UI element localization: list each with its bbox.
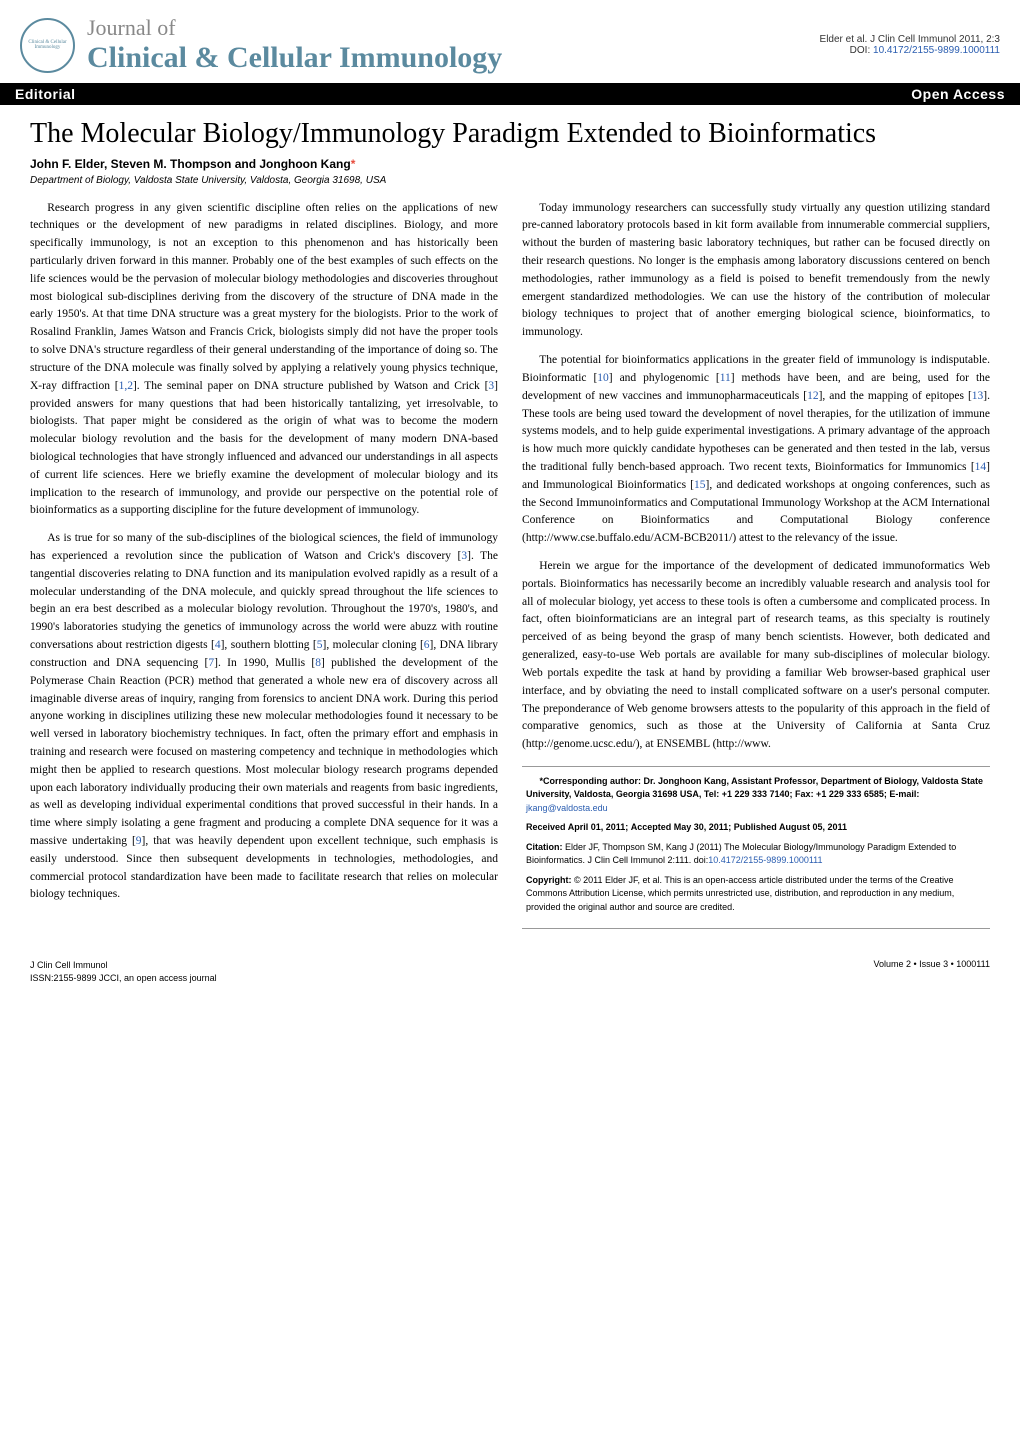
corresponding-mark: * (351, 157, 356, 171)
journal-logo: Clinical & Cellular Immunology (20, 18, 75, 73)
header-citation-block: Elder et al. J Clin Cell Immunol 2011, 2… (820, 34, 1000, 56)
authors-line: John F. Elder, Steven M. Thompson and Jo… (30, 157, 990, 171)
body-columns: Research progress in any given scientifi… (30, 200, 990, 930)
copyright-label: Copyright: (526, 875, 574, 885)
authors-names: John F. Elder, Steven M. Thompson and Jo… (30, 157, 351, 171)
doi-label: DOI: (850, 45, 873, 56)
journal-main-title: Clinical & Cellular Immunology (87, 41, 820, 75)
article-citation: Citation: Elder JF, Thompson SM, Kang J … (526, 841, 986, 868)
body-paragraph: Research progress in any given scientifi… (30, 200, 498, 521)
article-title: The Molecular Biology/Immunology Paradig… (30, 117, 990, 151)
page-footer: J Clin Cell Immunol ISSN:2155-9899 JCCI,… (0, 949, 1020, 1004)
copyright-text: © 2011 Elder JF, et al. This is an open-… (526, 875, 954, 912)
corresponding-author: *Corresponding author: Dr. Jonghoon Kang… (526, 775, 986, 816)
footer-volume-issue: Volume 2 • Issue 3 • 1000111 (873, 959, 990, 984)
journal-title-block: Journal of Clinical & Cellular Immunolog… (87, 15, 820, 75)
article-type-label: Editorial (15, 86, 76, 102)
corresponding-email[interactable]: jkang@valdosta.edu (526, 803, 608, 813)
article-dates: Received April 01, 2011; Accepted May 30… (526, 821, 986, 835)
article-copyright: Copyright: © 2011 Elder JF, et al. This … (526, 874, 986, 915)
citation-label: Citation: (526, 842, 565, 852)
header-doi: DOI: 10.4172/2155-9899.1000111 (820, 45, 1000, 56)
body-paragraph: As is true for so many of the sub-discip… (30, 530, 498, 904)
citation-doi[interactable]: 10.4172/2155-9899.1000111 (708, 855, 822, 865)
corresponding-text: *Corresponding author: Dr. Jonghoon Kang… (526, 776, 983, 800)
dates-text: Received April 01, 2011; Accepted May 30… (526, 822, 847, 832)
body-paragraph: Today immunology researchers can success… (522, 200, 990, 343)
doi-link[interactable]: 10.4172/2155-9899.1000111 (873, 45, 1000, 56)
body-paragraph: The potential for bioinformatics applica… (522, 352, 990, 548)
section-bar: Editorial Open Access (0, 83, 1020, 105)
article-info-box: *Corresponding author: Dr. Jonghoon Kang… (522, 766, 990, 930)
footer-journal-abbrev: J Clin Cell Immunol (30, 959, 217, 972)
journal-header: Clinical & Cellular Immunology Journal o… (0, 0, 1020, 83)
header-citation: Elder et al. J Clin Cell Immunol 2011, 2… (820, 34, 1000, 45)
footer-issn: ISSN:2155-9899 JCCI, an open access jour… (30, 972, 217, 985)
logo-text-bottom: Immunology (35, 45, 61, 50)
body-paragraph: Herein we argue for the importance of th… (522, 558, 990, 754)
open-access-label: Open Access (911, 86, 1005, 102)
footer-left: J Clin Cell Immunol ISSN:2155-9899 JCCI,… (30, 959, 217, 984)
article-content: The Molecular Biology/Immunology Paradig… (0, 105, 1020, 949)
journal-of-label: Journal of (87, 15, 820, 41)
affiliation: Department of Biology, Valdosta State Un… (30, 175, 990, 186)
